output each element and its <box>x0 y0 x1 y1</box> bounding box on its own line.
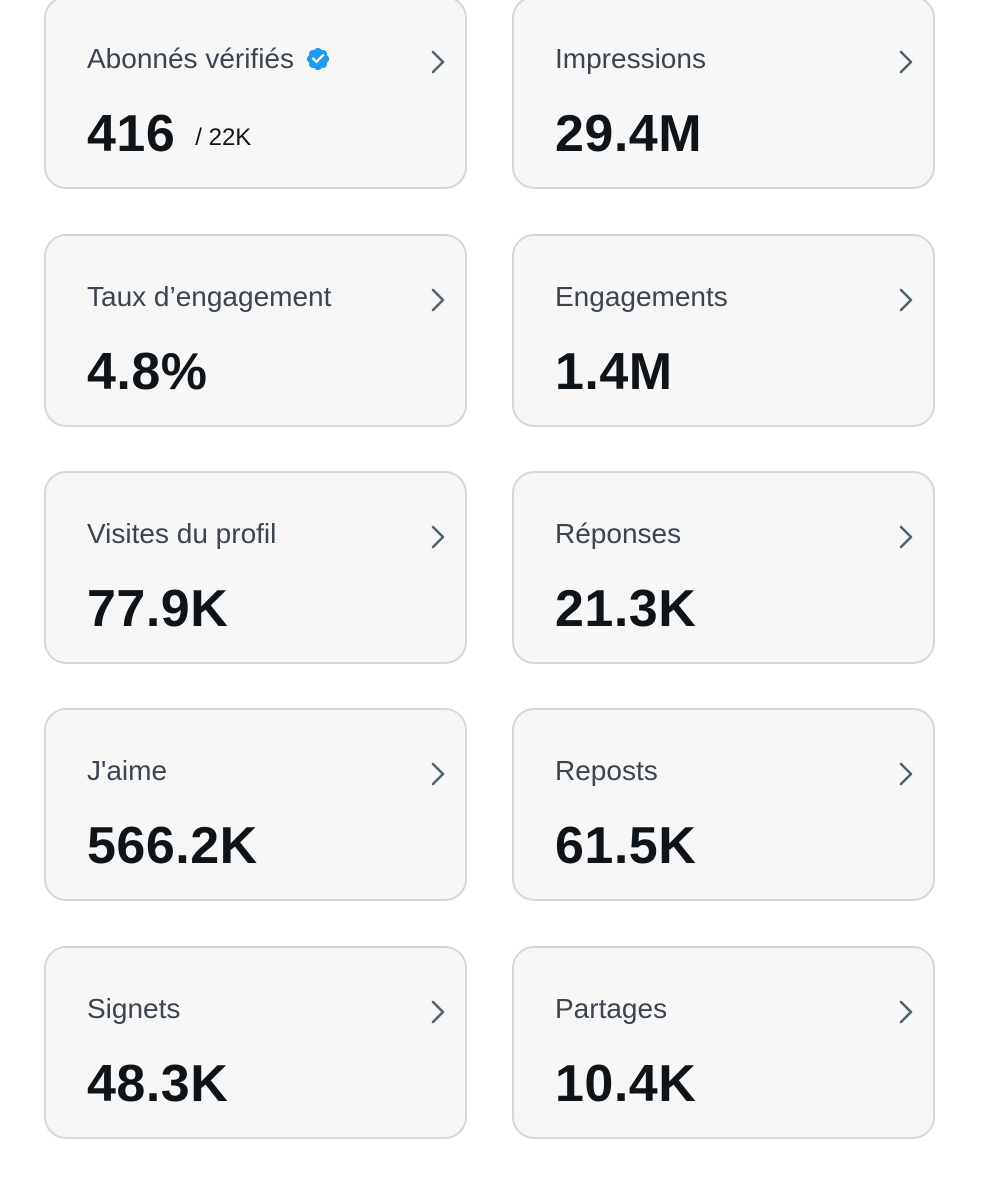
card-title-label: Impressions <box>555 43 706 74</box>
metric-card-bookmarks[interactable]: Signets 48.3K <box>44 946 467 1139</box>
verified-badge-icon <box>306 47 330 71</box>
card-title-label: Engagements <box>555 281 728 312</box>
card-value: 29.4M <box>555 105 703 163</box>
card-value: 566.2K <box>87 817 258 875</box>
card-value-total: / 22K <box>195 124 252 151</box>
chevron-right-icon <box>899 525 913 549</box>
card-title-label: Taux d’engagement <box>87 281 332 312</box>
chevron-right-icon <box>431 762 445 786</box>
metric-card-engagements[interactable]: Engagements 1.4M <box>512 234 935 427</box>
chevron-right-icon <box>899 50 913 74</box>
chevron-right-icon <box>899 1000 913 1024</box>
card-value: 1.4M <box>555 343 673 401</box>
card-title-label: Réponses <box>555 518 682 549</box>
card-title-label: Abonnés vérifiés <box>87 43 295 74</box>
chevron-right-icon <box>431 525 445 549</box>
chevron-right-icon <box>431 50 445 74</box>
card-value: 48.3K <box>87 1055 229 1113</box>
metric-card-profile-visits[interactable]: Visites du profil 77.9K <box>44 471 467 664</box>
metric-card-reposts[interactable]: Reposts 61.5K <box>512 708 935 901</box>
chevron-right-icon <box>431 1000 445 1024</box>
card-value-number: 416 <box>87 105 176 163</box>
card-title-label: Reposts <box>555 755 658 786</box>
card-value: 416 / 22K <box>87 104 251 168</box>
card-title-label: Signets <box>87 993 181 1024</box>
card-value: 61.5K <box>555 817 697 875</box>
card-title-label: Partages <box>555 993 668 1024</box>
card-title: Visites du profil <box>87 517 276 551</box>
card-title: Impressions <box>555 42 706 76</box>
card-value: 4.8% <box>87 343 208 401</box>
chevron-right-icon <box>899 288 913 312</box>
card-title: Partages <box>555 992 667 1026</box>
card-value: 21.3K <box>555 580 697 638</box>
metric-card-engagement-rate[interactable]: Taux d’engagement 4.8% <box>44 234 467 427</box>
card-title: Signets <box>87 992 180 1026</box>
metric-card-verified-followers[interactable]: Abonnés vérifiés 416 / 22K <box>44 0 467 189</box>
card-title-label: J'aime <box>87 755 168 786</box>
card-title: Réponses <box>555 517 681 551</box>
card-value: 77.9K <box>87 580 229 638</box>
card-title-label: Visites du profil <box>87 518 277 549</box>
card-title: Engagements <box>555 280 728 314</box>
metric-card-shares[interactable]: Partages 10.4K <box>512 946 935 1139</box>
card-title: Abonnés vérifiés <box>87 42 331 76</box>
chevron-right-icon <box>899 762 913 786</box>
chevron-right-icon <box>431 288 445 312</box>
card-title: J'aime <box>87 754 167 788</box>
metric-card-replies[interactable]: Réponses 21.3K <box>512 471 935 664</box>
card-title: Taux d’engagement <box>87 280 331 314</box>
card-value: 10.4K <box>555 1055 697 1113</box>
metric-card-likes[interactable]: J'aime 566.2K <box>44 708 467 901</box>
metric-card-impressions[interactable]: Impressions 29.4M <box>512 0 935 189</box>
card-title: Reposts <box>555 754 658 788</box>
